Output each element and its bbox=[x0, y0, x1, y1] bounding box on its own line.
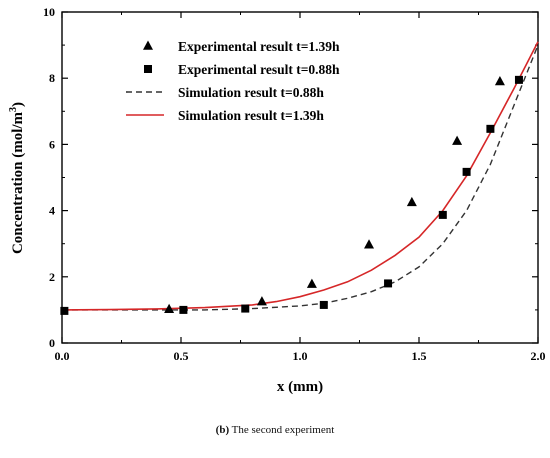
square-point bbox=[438, 210, 447, 219]
y-axis-title-sup: 3 bbox=[8, 107, 19, 112]
y-axis-title: Concentration (mol/m3) bbox=[8, 102, 26, 254]
square-point bbox=[60, 306, 69, 315]
x-tick-label: 1.0 bbox=[293, 349, 308, 363]
y-tick-label: 6 bbox=[49, 137, 55, 151]
triangle-point bbox=[364, 239, 375, 249]
y-axis-title-tail: ) bbox=[10, 102, 26, 107]
x-axis-title: x (mm) bbox=[277, 379, 323, 395]
square-point bbox=[462, 167, 471, 176]
square-point bbox=[384, 279, 393, 288]
legend-marker-0 bbox=[143, 40, 153, 50]
plot-area: 0.0 0.5 1.0 1.5 2.0 0 2 4 6 8 10 bbox=[43, 5, 546, 363]
y-tick-label: 10 bbox=[43, 5, 55, 19]
triangle-point bbox=[306, 278, 317, 288]
legend: Experimental result t=1.39h Experimental … bbox=[126, 39, 340, 123]
triangle-point bbox=[406, 196, 417, 207]
y-axis-title-main: Concentration (mol/m bbox=[10, 111, 26, 254]
series-line-3 bbox=[61, 41, 539, 311]
y-tick-label: 8 bbox=[49, 71, 55, 85]
triangle-point bbox=[494, 76, 505, 86]
caption-label: (b) bbox=[215, 424, 230, 436]
legend-marker-1 bbox=[144, 65, 152, 73]
square-point bbox=[241, 304, 250, 313]
x-tick-label: 2.0 bbox=[531, 349, 546, 363]
figure-caption: (b) The second experiment bbox=[0, 424, 550, 436]
legend-label-3: Simulation result t=1.39h bbox=[178, 108, 324, 123]
y-tick-label: 0 bbox=[49, 336, 55, 350]
triangle-point bbox=[256, 296, 267, 306]
y-tick-label: 2 bbox=[49, 270, 55, 284]
square-point bbox=[486, 124, 495, 133]
y-tick-label: 4 bbox=[49, 204, 55, 218]
x-tick-label: 0.0 bbox=[55, 349, 70, 363]
caption-text: The second experiment bbox=[229, 424, 335, 436]
x-tick-label: 0.5 bbox=[174, 349, 189, 363]
legend-label-0: Experimental result t=1.39h bbox=[178, 39, 340, 54]
x-tick-label: 1.5 bbox=[412, 349, 427, 363]
series-line-2 bbox=[62, 44, 539, 311]
legend-label-2: Simulation result t=0.88h bbox=[178, 85, 324, 100]
triangle-point bbox=[164, 303, 175, 313]
square-point bbox=[179, 305, 188, 314]
legend-label-1: Experimental result t=0.88h bbox=[178, 62, 340, 77]
triangle-point bbox=[452, 135, 463, 145]
square-point bbox=[319, 300, 328, 309]
square-point bbox=[514, 75, 523, 84]
